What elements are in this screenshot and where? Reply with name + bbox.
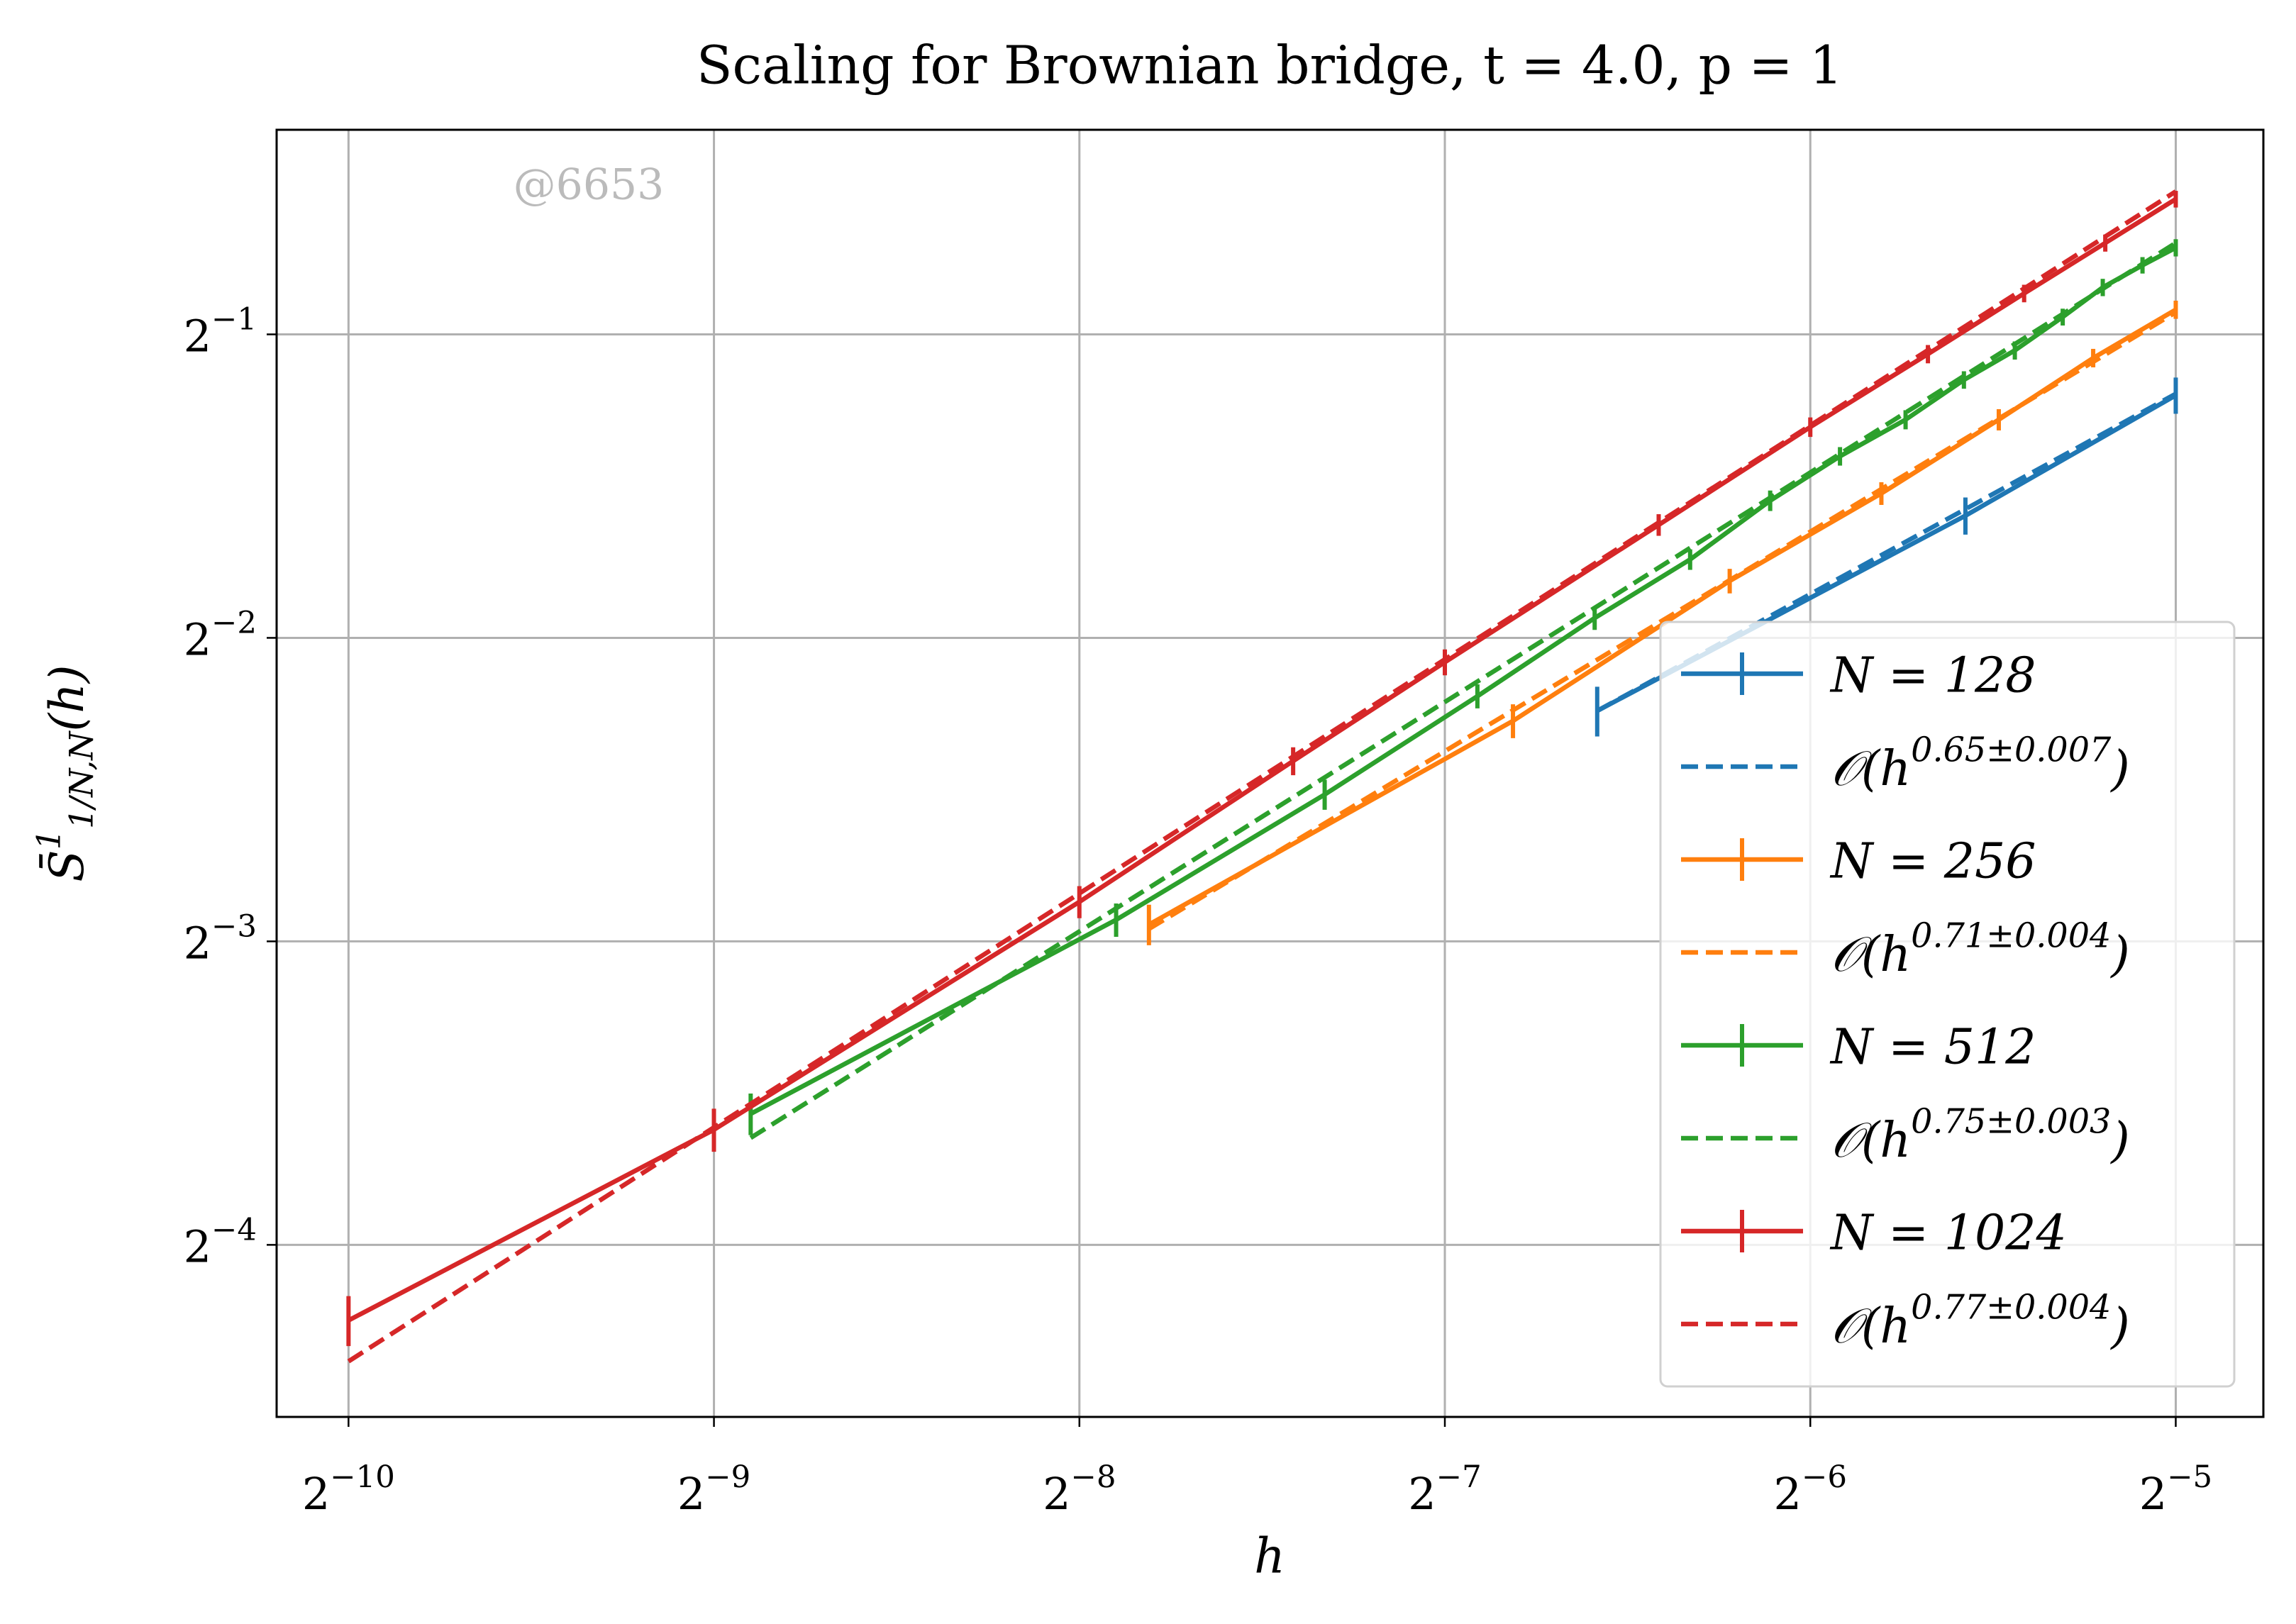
- legend-label: N = 128: [1829, 648, 2036, 704]
- plot-frame: [275, 128, 2265, 1418]
- y-axis-label: S̄11/N,N(h): [29, 664, 100, 881]
- legend-label: 𝒪(h0.65±0.007): [1831, 730, 2130, 797]
- legend-label: 𝒪(h0.77±0.004): [1831, 1288, 2130, 1355]
- legend-label: 𝒪(h0.71±0.004): [1831, 916, 2130, 983]
- fit-line: [1148, 310, 2178, 931]
- chart-title: Scaling for Brownian bridge, t = 4.0, p …: [697, 35, 1843, 96]
- x-tick-label: 2−8: [1043, 1459, 1116, 1520]
- legend-label: N = 512: [1829, 1020, 2036, 1076]
- x-tick-label: 2−7: [1408, 1459, 1481, 1520]
- y-tick-label: 2−3: [184, 908, 257, 969]
- x-axis-label: h: [1254, 1529, 1285, 1585]
- fit-line: [749, 240, 2178, 1140]
- watermark: @6653: [514, 160, 665, 210]
- x-tick-label: 2−5: [2139, 1459, 2212, 1520]
- plot-area: [346, 189, 2178, 1364]
- y-tick-label: 2−1: [184, 301, 257, 362]
- x-tick-label: 2−9: [677, 1459, 750, 1520]
- x-tick-label: 2−10: [302, 1459, 395, 1520]
- y-tick-label: 2−2: [184, 605, 257, 665]
- legend-label: N = 1024: [1829, 1206, 2067, 1262]
- x-tick-label: 2−6: [1774, 1459, 1847, 1520]
- fit-line: [347, 189, 2178, 1364]
- y-tick-label: 2−4: [184, 1212, 257, 1272]
- legend-label: 𝒪(h0.75±0.003): [1831, 1102, 2130, 1169]
- legend-box: [1659, 621, 2236, 1388]
- legend-label: N = 256: [1829, 834, 2036, 890]
